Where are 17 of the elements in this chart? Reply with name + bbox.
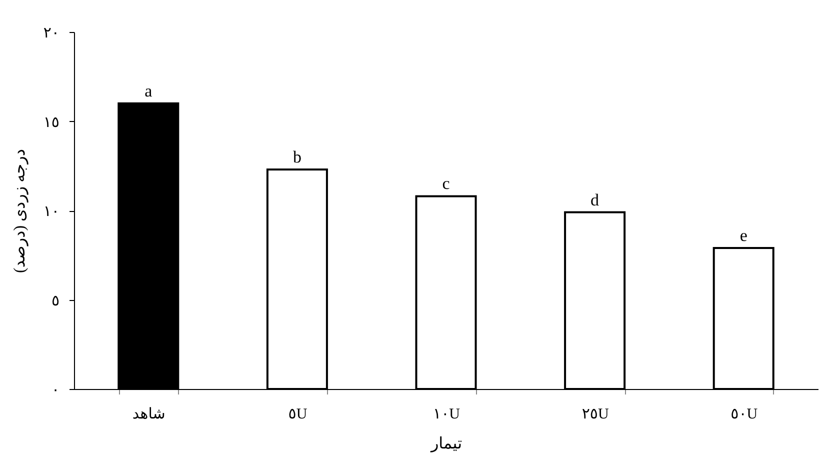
y-tick-label: ٢٠ [43,26,60,42]
annotation: c [442,174,450,194]
x-tick-label: ٥U [288,406,308,422]
y-tick-label: ٥ [51,293,60,310]
annotation: d [590,190,600,210]
annotation: a [144,81,153,100]
annotation: e [740,226,748,245]
x-tick-label: ١٠U [433,406,460,422]
y-tick-label: ١٥ [43,114,60,131]
y-tick-label: ٠ [51,382,60,398]
x-tick-label: ٥٠U [730,406,758,422]
x-tick-label: ٢٥U [582,406,609,422]
y-tick-label: ١٠ [43,204,60,220]
annotation: b [292,147,302,166]
y-axis-title: درجه زردی (درصد) [11,149,28,273]
x-axis-title: تیمار [430,436,462,452]
x-tick-label: شاهد [132,406,166,422]
